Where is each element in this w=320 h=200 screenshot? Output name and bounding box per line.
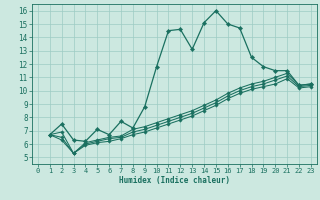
X-axis label: Humidex (Indice chaleur): Humidex (Indice chaleur) xyxy=(119,176,230,185)
